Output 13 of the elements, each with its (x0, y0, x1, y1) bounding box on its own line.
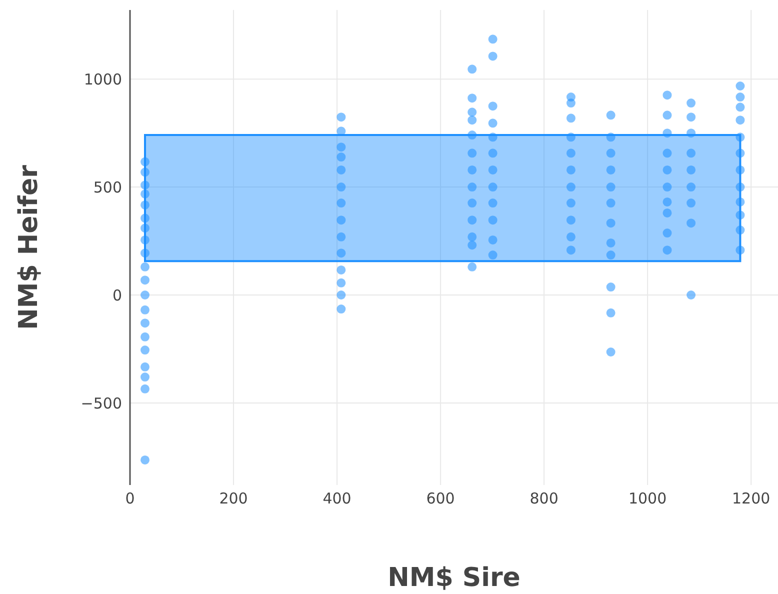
x-tick-label: 800 (530, 490, 558, 508)
y-tick-label: −500 (80, 394, 122, 412)
x-tick-label: 0 (125, 490, 135, 508)
y-tick-label: 1000 (84, 70, 122, 88)
y-tick-label: 0 (112, 286, 122, 304)
x-tick-label: 1200 (732, 490, 770, 508)
y-axis-title: NM$ Heifer (14, 164, 44, 330)
y-tick-label: 500 (93, 178, 122, 196)
x-axis-title: NM$ Sire (388, 563, 520, 593)
x-tick-label: 400 (322, 490, 352, 508)
x-tick-label: 1000 (628, 490, 667, 508)
x-tick-label: 200 (219, 490, 248, 508)
x-tick-label: 600 (426, 490, 455, 508)
